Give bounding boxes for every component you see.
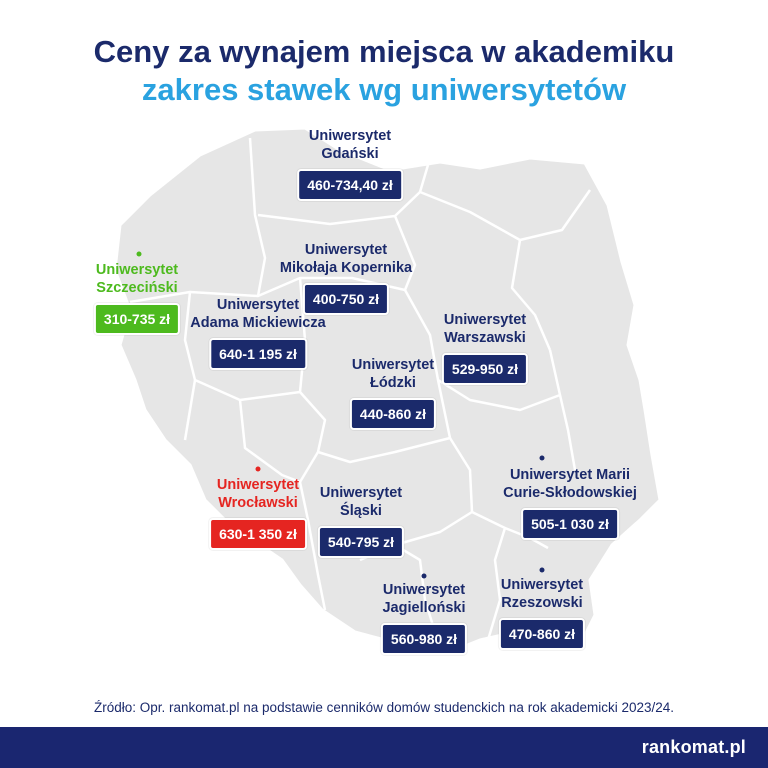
university-name-line-1: Uniwersytet bbox=[304, 242, 388, 258]
university-label: Uniwersytet Rzeszowski 470-860 zł bbox=[498, 576, 586, 650]
location-dot bbox=[255, 466, 261, 472]
university-label: Uniwersytet Marii Curie-Skłodowskiej 505-1… bbox=[503, 466, 637, 540]
university-name-line-1: Uniwersytet bbox=[308, 128, 392, 144]
university-name-line-1: Uniwersytet bbox=[95, 262, 179, 278]
source-note: Źródło: Opr. rankomat.pl na podstawie ce… bbox=[93, 700, 675, 715]
title-line-2: zakres stawek wg uniwersytetów bbox=[141, 72, 627, 107]
price-badge: 505-1 030 zł bbox=[521, 508, 619, 540]
university-name-line-2: Curie-Skłodowskiej bbox=[503, 485, 637, 501]
university-label: Uniwersytet Śląski 540-795 zł bbox=[317, 484, 405, 558]
university-label: Uniwersytet Łódzki 440-860 zł bbox=[349, 356, 437, 430]
brand-logo: rankomat.pl bbox=[641, 737, 746, 757]
voivodeship-borders bbox=[129, 137, 592, 649]
university-label: Uniwersytet Mikołaja Kopernika 400-750 zł bbox=[280, 241, 412, 315]
university-name-line-1: Uniwersytet bbox=[319, 485, 403, 501]
location-dot bbox=[136, 251, 142, 257]
price-badge: 310-735 zł bbox=[93, 303, 181, 335]
university-name-line-2: Wrocławski bbox=[218, 495, 298, 511]
university-name-line-2: Łódzki bbox=[370, 375, 416, 391]
university-label: Uniwersytet Szczeciński 310-735 zł bbox=[93, 261, 181, 335]
footer-bar: rankomat.pl bbox=[0, 727, 768, 768]
university-name-line-1: Uniwersytet bbox=[382, 582, 466, 598]
location-dot bbox=[539, 567, 545, 573]
price-badge: 400-750 zł bbox=[302, 283, 390, 315]
university-label: Uniwersytet Warszawski 529-950 zł bbox=[441, 311, 529, 385]
university-name-line-1: Uniwersytet bbox=[351, 357, 435, 373]
university-name-line-2: Jagielloński bbox=[382, 600, 466, 616]
price-badge: 470-860 zł bbox=[498, 618, 586, 650]
price-badge: 640-1 195 zł bbox=[209, 338, 307, 370]
university-label: Uniwersytet Jagielloński 560-980 zł bbox=[380, 581, 468, 655]
university-name-line-1: Uniwersytet Marii bbox=[509, 467, 631, 483]
university-name-line-2: Szczeciński bbox=[96, 280, 178, 296]
university-label: Uniwersytet Adama Mickiewicza 640-1 195 zł bbox=[190, 296, 326, 370]
price-badge: 630-1 350 zł bbox=[209, 518, 307, 550]
university-name-line-2: Gdański bbox=[321, 146, 379, 162]
university-name-line-1: Uniwersytet bbox=[443, 312, 527, 328]
price-badge: 460-734,40 zł bbox=[297, 169, 403, 201]
title-line-1: Ceny za wynajem miejsca w akademiku bbox=[93, 34, 675, 69]
university-name-line-2: Rzeszowski bbox=[501, 595, 583, 611]
university-name-line-2: Śląski bbox=[340, 503, 382, 519]
location-dot bbox=[421, 573, 427, 579]
university-name-line-2: Warszawski bbox=[444, 330, 526, 346]
price-badge: 529-950 zł bbox=[441, 353, 529, 385]
university-name-line-2: Adama Mickiewicza bbox=[190, 315, 326, 331]
price-badge: 560-980 zł bbox=[380, 623, 468, 655]
university-name-line-1: Uniwersytet bbox=[500, 577, 584, 593]
price-badge: 440-860 zł bbox=[349, 398, 437, 430]
university-name-line-1: Uniwersytet bbox=[216, 477, 300, 493]
price-badge: 540-795 zł bbox=[317, 526, 405, 558]
location-dot bbox=[539, 455, 545, 461]
university-label: Uniwersytet Gdański 460-734,40 zł bbox=[297, 127, 403, 201]
university-name-line-2: Mikołaja Kopernika bbox=[279, 260, 413, 276]
university-label: Uniwersytet Wrocławski 630-1 350 zł bbox=[209, 476, 307, 550]
university-name-line-1: Uniwersytet bbox=[216, 297, 300, 313]
